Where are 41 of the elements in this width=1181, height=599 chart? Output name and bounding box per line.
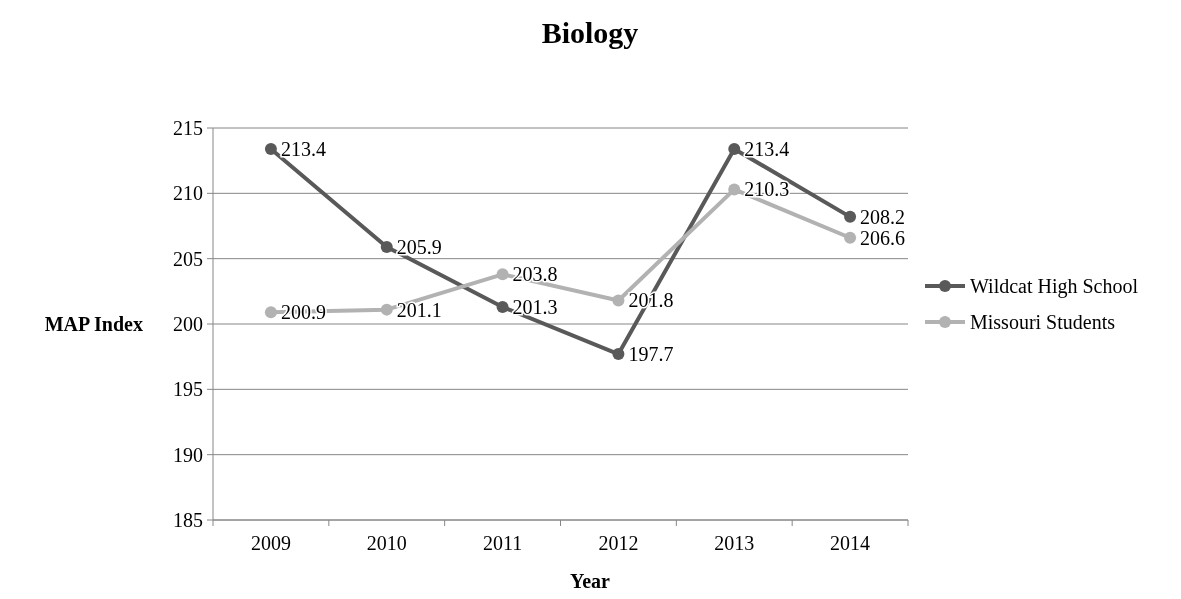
point [844, 231, 857, 244]
data-label: 213.4 [280, 137, 326, 160]
y-axis-title: MAP Index [44, 313, 143, 335]
point [264, 306, 277, 319]
legend-label: Wildcat High School [970, 275, 1139, 298]
x-tick-label: 2013 [714, 532, 755, 554]
data-label: 206.6 [860, 226, 906, 249]
data-label: 203.8 [512, 263, 558, 286]
data-label: 205.9 [396, 235, 442, 258]
point [612, 294, 625, 307]
point [844, 210, 857, 223]
y-tick-label: 205 [173, 247, 203, 270]
y-tick-label: 210 [173, 182, 203, 205]
point [728, 183, 741, 196]
y-tick-label: 200 [173, 313, 203, 335]
y-tick-label: 215 [173, 117, 203, 139]
point [380, 303, 393, 316]
x-tick-label: 2012 [598, 532, 639, 554]
x-tick-label: 2009 [250, 532, 291, 554]
point [264, 142, 277, 155]
point [728, 142, 741, 155]
x-tick-label: 2010 [366, 532, 407, 554]
y-tick-label: 195 [173, 378, 203, 401]
y-tick-label: 185 [173, 509, 203, 531]
chart-title: Biology [541, 16, 639, 49]
data-label: 197.7 [628, 343, 674, 366]
data-label: 200.9 [280, 301, 326, 324]
point [380, 240, 393, 253]
data-label: 201.3 [512, 296, 558, 319]
y-tick-label: 190 [173, 443, 203, 466]
x-tick-label: 2014 [830, 532, 871, 554]
point [496, 268, 509, 281]
data-label: 213.4 [744, 137, 790, 160]
legend-label: Missouri Students [970, 311, 1116, 333]
data-label: 201.1 [396, 298, 442, 321]
data-label: 208.2 [860, 205, 906, 228]
point [612, 348, 625, 361]
x-tick-label: 2011 [482, 532, 523, 554]
data-label: 210.3 [744, 178, 790, 201]
point [496, 301, 509, 314]
x-axis-title: Year [570, 570, 611, 592]
